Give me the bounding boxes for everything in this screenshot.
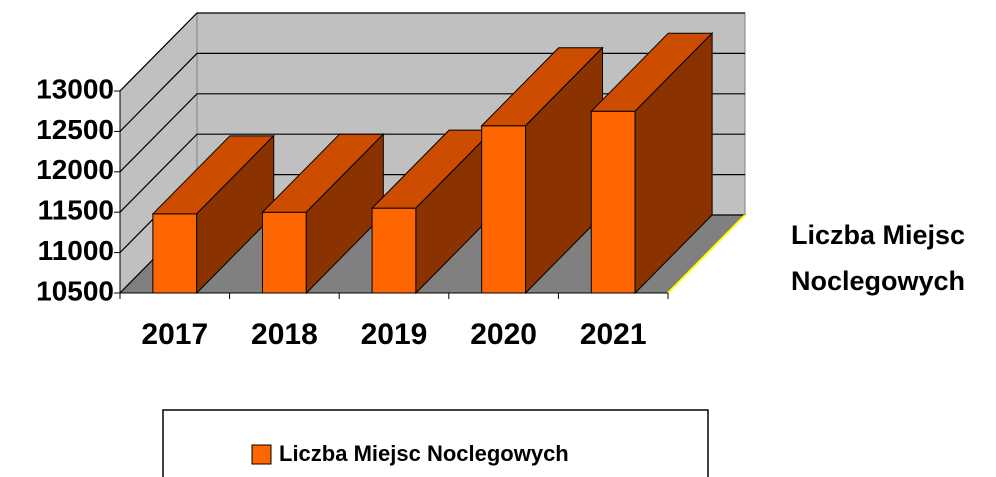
- x-tick-label: 2020: [470, 318, 537, 351]
- x-tick-label: 2019: [361, 318, 428, 351]
- y-tick-label: 11000: [38, 235, 114, 266]
- legend-swatch: [251, 444, 272, 465]
- x-tick-label: 2018: [251, 318, 318, 351]
- depth-axis-label: Liczba Miejsc Noclegowych: [790, 220, 966, 296]
- legend-label: Liczba Miejsc Noclegowych: [279, 441, 569, 466]
- bar-front: [261, 211, 307, 294]
- x-tick-label: 2017: [141, 318, 208, 351]
- bar-front: [590, 110, 636, 294]
- bar-front: [371, 207, 417, 294]
- bar-front: [152, 213, 198, 294]
- grid-line: [119, 12, 745, 92]
- y-tick-label: 10500: [36, 275, 114, 306]
- depth-axis: [667, 214, 746, 294]
- y-tick-label: 12000: [36, 154, 114, 185]
- x-tick-label: 2021: [580, 318, 647, 351]
- y-tick-label: 11500: [38, 195, 114, 226]
- y-tick-label: 12500: [36, 114, 114, 145]
- bar-side: [634, 31, 713, 295]
- y-tick-label: 13000: [36, 73, 114, 104]
- bar-front: [481, 125, 527, 294]
- legend-box: [162, 409, 709, 477]
